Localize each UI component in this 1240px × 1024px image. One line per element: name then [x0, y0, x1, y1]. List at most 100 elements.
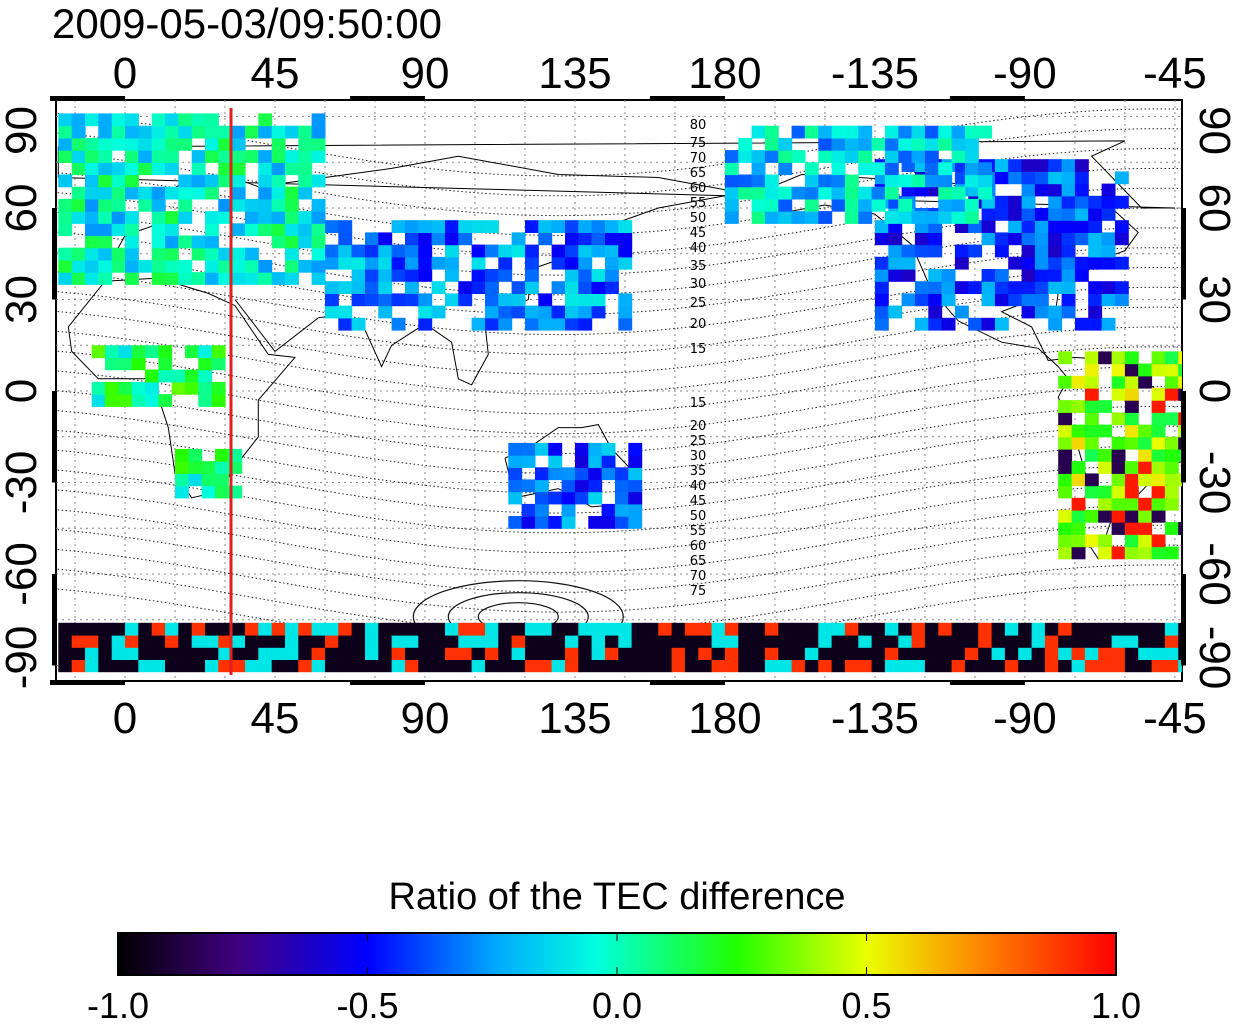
tec-cell: [1205, 425, 1219, 438]
tec-cell: [231, 223, 246, 237]
tec-cell: [1008, 256, 1023, 270]
tec-cell: [551, 281, 566, 294]
contour-labels: 8075706560555045403530252015152025303540…: [690, 118, 707, 599]
tec-cell: [858, 150, 873, 163]
tec-cell: [138, 635, 153, 648]
tec-cell: [1058, 436, 1073, 450]
tec-cell: [1192, 522, 1206, 535]
tec-cell: [485, 647, 499, 660]
tec-cell: [1114, 232, 1129, 246]
contour-line: [56, 485, 1182, 554]
tec-cell: [151, 125, 166, 139]
frame-tick-top: [949, 96, 1025, 101]
tec-cell: [365, 232, 379, 246]
tec-cell: [111, 647, 126, 660]
tec-cell: [884, 647, 899, 660]
tec-cell: [178, 635, 193, 648]
tec-cell: [458, 635, 473, 648]
contour-label: 20: [690, 317, 707, 332]
tec-cell: [1058, 659, 1073, 673]
tec-cell: [378, 256, 393, 270]
tec-cell: [178, 174, 193, 188]
tec-cell: [928, 317, 943, 331]
tec-cell: [928, 305, 943, 319]
tec-cell: [245, 125, 259, 139]
colorbar-tick-label: 0.5: [841, 985, 891, 1024]
tec-cell: [618, 244, 633, 258]
tec-cell: [1061, 232, 1076, 246]
tec-cell: [1034, 232, 1049, 246]
contour-line: [56, 445, 1182, 514]
tec-cell: [924, 647, 939, 660]
tec-cell: [205, 125, 219, 139]
tec-cell: [1138, 647, 1153, 660]
tec-cell: [311, 125, 326, 139]
tec-cell: [338, 317, 353, 331]
tec-cell: [271, 137, 286, 151]
tec-cell: [818, 647, 833, 660]
tec-cell: [285, 659, 299, 673]
tec-cell: [858, 635, 873, 648]
tec-cell: [498, 305, 513, 319]
contour-label: 80: [690, 118, 707, 133]
tec-cell: [58, 647, 73, 660]
tec-cell: [578, 317, 593, 331]
tec-cell: [1178, 412, 1182, 426]
tec-cell: [191, 235, 206, 249]
tec-cell: [178, 113, 193, 127]
tec-cell: [118, 394, 133, 407]
tec-cell: [898, 150, 913, 163]
tec-cell: [964, 635, 979, 648]
tec-cell: [178, 125, 193, 139]
tec-cell: [98, 113, 113, 127]
tec-cell: [131, 381, 146, 395]
tec-cell: [951, 198, 966, 212]
tec-cell: [684, 622, 699, 636]
tec-cell: [298, 186, 313, 200]
tec-cell: [871, 622, 886, 636]
tec-cell: [311, 150, 326, 163]
frame-tick-right: [1181, 574, 1186, 666]
tec-cell: [684, 647, 699, 660]
tec-cell: [378, 244, 393, 258]
tec-cell: [1138, 659, 1153, 673]
tec-cell: [191, 186, 206, 200]
tec-cell: [58, 113, 73, 127]
tec-cell: [1008, 293, 1023, 307]
tec-cell: [71, 211, 86, 224]
tec-cell: [205, 647, 219, 660]
tec-cell: [1098, 461, 1113, 474]
tec-cell: [535, 479, 549, 493]
tec-cell: [618, 659, 633, 673]
tec-cell: [1088, 256, 1103, 270]
tec-cell: [751, 125, 766, 139]
tec-cell: [1114, 220, 1129, 233]
tec-cell: [901, 293, 916, 307]
tec-cell: [1114, 195, 1129, 209]
tec-cell: [445, 659, 459, 673]
tec-cell: [884, 174, 899, 188]
tec-cell: [458, 622, 473, 636]
tec-cell: [994, 293, 1009, 307]
frame-tick-bottom: [949, 680, 1025, 685]
tec-cell: [178, 186, 193, 200]
tec-cell: [445, 220, 459, 233]
tec-cell: [111, 223, 126, 237]
frame-tick-top: [349, 96, 425, 101]
tec-cell: [511, 622, 526, 636]
tec-cell: [1164, 497, 1179, 511]
tec-cell: [111, 198, 126, 212]
tec-cell: [231, 647, 246, 660]
tec-cell: [831, 162, 846, 176]
tec-cell: [964, 211, 979, 224]
tec-cell: [198, 357, 213, 371]
tec-cell: [191, 647, 206, 660]
tec-cell: [418, 269, 433, 282]
tec-cell: [98, 259, 113, 273]
tec-cell: [245, 211, 259, 224]
tec-cell: [218, 137, 233, 151]
tec-cell: [185, 345, 199, 359]
tec-cell: [231, 622, 246, 636]
tec-cell: [1071, 436, 1086, 450]
